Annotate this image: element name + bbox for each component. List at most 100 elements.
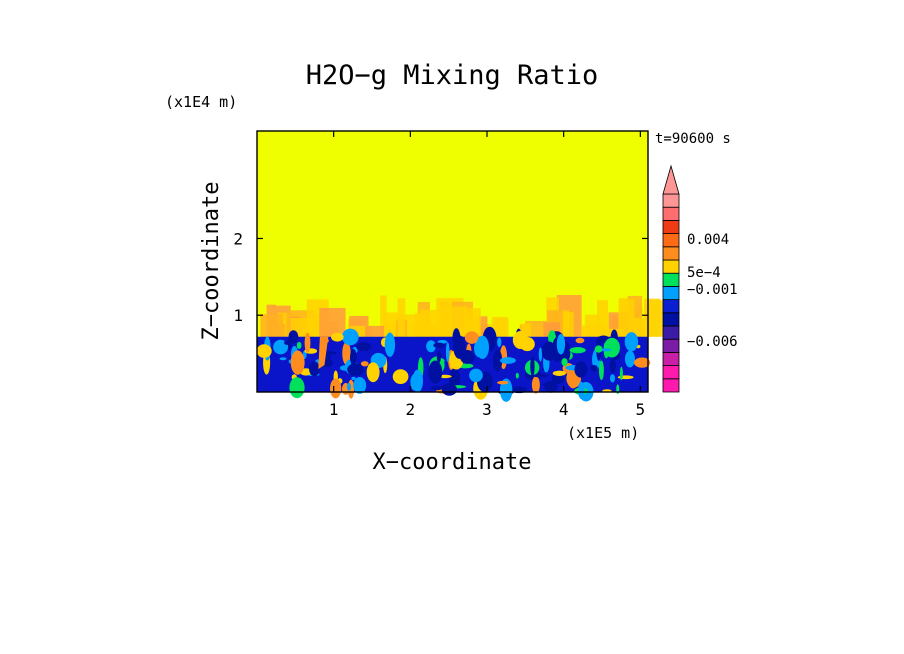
turbulence-patch [304,332,311,353]
colorbar-level [662,233,680,248]
band-patch [319,307,346,337]
band-patch [644,300,665,337]
turbulence-patch [279,357,287,361]
turbulence-patch [331,332,344,342]
turbulence-patch [346,382,351,391]
turbulence-patch [290,350,305,375]
turbulence-patch [351,376,356,381]
band-patch [349,325,372,337]
turbulence-patch [450,361,455,369]
turbulence-patch [616,384,620,395]
turbulence-patch [497,380,509,385]
turbulence-patch [577,381,585,399]
turbulence-patch [561,358,568,367]
colorbar-overflow-arrow [662,164,680,195]
turbulence-patch [574,361,588,378]
turbulence-patch [428,360,443,384]
plot-frame [256,130,649,393]
x-tick-label: 3 [482,400,492,419]
x-tick-label: 1 [329,400,339,419]
turbulence-patch [476,335,490,359]
band-patch [270,323,286,337]
turbulence-patch [284,340,290,345]
colorbar-level [662,219,680,234]
turbulence-patch [619,366,623,381]
turbulence-patch [531,376,540,394]
turbulence-patch [360,361,369,367]
colorbar-level [662,312,680,327]
colorbar-level [662,285,680,300]
turbulence-patch [309,361,320,377]
turbulence-patch [341,328,359,346]
turbulence-patch [575,337,585,344]
turbulence-patch [515,372,519,379]
chart-title: H2O−g Mixing Ratio [306,60,599,91]
turbulence-patch [568,373,578,389]
colorbar-level [662,365,680,380]
turbulence-patch [296,341,302,350]
colorbar-level [662,259,680,274]
turbulence-patch [541,341,557,361]
colorbar-level [662,378,680,393]
turbulence-patch [552,370,566,376]
x-tick-label: 4 [559,400,569,419]
turbulence-patch [347,363,365,376]
turbulence-patch [356,342,371,352]
band-patch [597,300,609,337]
turbulence-patch [441,383,458,396]
y-axis-label: Z−coordinate [199,182,224,341]
colorbar-level [662,338,680,353]
turbulence-patch [342,341,351,365]
band-patch [290,318,317,337]
turbulence-patch [532,374,549,378]
turbulence-patch [464,331,479,344]
x-scale-label: (x1E5 m) [567,424,639,442]
colorbar-label: −0.006 [687,334,738,350]
turbulence-patch [256,344,272,358]
colorbar-level [662,299,680,314]
turbulence-patch [366,362,380,383]
turbulence-patch [544,380,558,393]
band-patch [521,323,532,337]
band-patch [463,308,481,337]
turbulence-patch [392,369,409,384]
y-axis-ticks: 12 [233,229,648,325]
band-patch [634,317,647,337]
turbulence-patch [609,359,617,373]
turbulence-patch [530,356,535,377]
turbulence-patch [601,348,612,352]
band-patch [380,295,387,337]
turbulence-patch [353,376,367,394]
plume-feature [318,336,329,369]
turbulence-patch [460,349,475,364]
colorbar-level [662,246,680,261]
lower-turbulent-field [256,326,651,402]
colorbar-label: 0.004 [687,232,729,248]
colorbar-label: 5e−4 [687,265,721,281]
turbulence-patch [426,340,436,353]
band-patch [415,316,427,337]
colorbar-level [662,272,680,287]
turbulence-patch [594,345,603,353]
turbulence-patch [609,374,616,383]
x-tick-label: 5 [636,400,646,419]
turbulence-patch [445,342,450,363]
turbulence-patch [624,332,639,352]
turbulence-patch [433,342,445,348]
x-axis-label: X−coordinate [373,450,532,475]
turbulence-patch [569,347,586,354]
band-patch [495,318,509,337]
turbulence-patch [598,360,604,381]
turbulence-patch [412,369,424,393]
turbulence-patch [350,348,357,366]
turbulence-patch [512,331,529,350]
x-tick-label: 2 [406,400,416,419]
turbulence-patch [430,385,443,391]
turbulence-patch [497,337,502,348]
transition-band [260,295,665,337]
band-patch [618,298,635,337]
colorbar-level [662,351,680,366]
turbulence-patch [436,350,441,363]
turbulence-patch [330,378,342,399]
